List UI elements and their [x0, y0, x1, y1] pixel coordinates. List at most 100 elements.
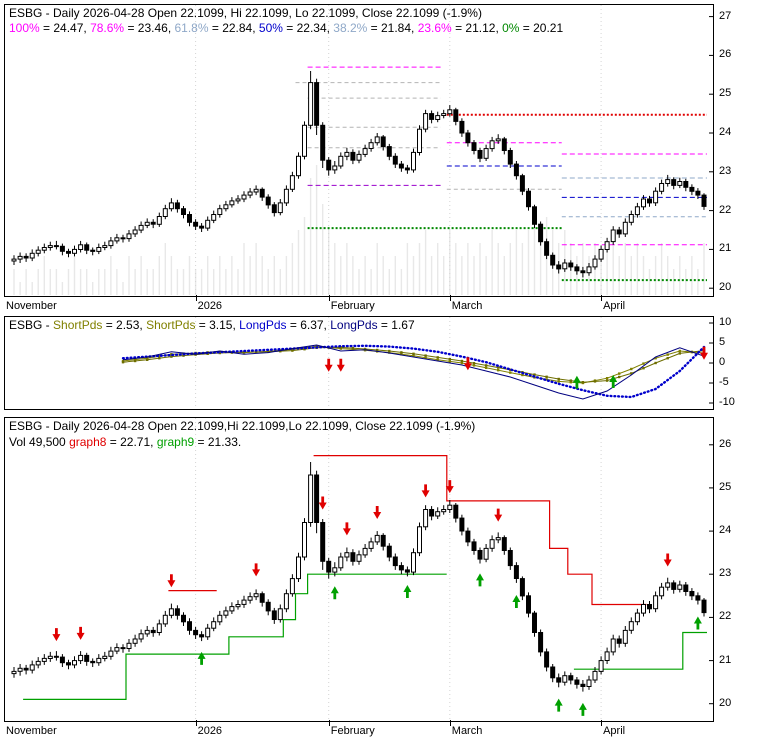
indicator-marker [593, 380, 597, 383]
candle-body [41, 247, 47, 251]
legend-text-run: 23.6% [417, 21, 452, 35]
indicator-marker [424, 356, 427, 359]
volume-bar [358, 269, 360, 295]
candle-body [453, 109, 459, 122]
candle-body [59, 245, 65, 252]
indicator-marker [158, 357, 161, 360]
y-axis-label: 20 [719, 281, 732, 294]
band-chart-canvas[interactable] [5, 418, 713, 721]
candle-body [689, 591, 695, 597]
legend-text-run: LongPds [330, 318, 378, 332]
candle-body [471, 541, 477, 552]
indicator-marker [678, 349, 681, 353]
candle-body [671, 179, 677, 186]
candle-body [241, 194, 247, 200]
candle-body [538, 632, 544, 653]
volume-bar [322, 204, 324, 295]
indicator-marker [472, 362, 476, 365]
candle-body [211, 214, 217, 221]
candle-body [411, 151, 416, 171]
candle-body [17, 667, 23, 672]
indicator-marker [521, 373, 524, 377]
volume-bar [49, 269, 51, 295]
oscillator-chart-canvas[interactable] [5, 317, 713, 409]
volume-bar [533, 217, 536, 295]
y-axis-label: 0 [719, 356, 726, 368]
candle-body [519, 175, 525, 192]
candle-body [332, 567, 338, 573]
indicator-marker [484, 364, 488, 367]
candle-body [181, 614, 186, 623]
volume-bar [527, 230, 530, 295]
candle-body [538, 223, 544, 243]
volume-bar [200, 269, 203, 295]
upper-band-line [168, 455, 647, 606]
volume-bar [673, 269, 675, 295]
indicator-marker [376, 348, 379, 352]
indicator-marker [339, 346, 342, 349]
sell-signal-arrow [463, 357, 472, 371]
candle-body [308, 474, 314, 523]
candle-body [429, 113, 435, 120]
volume-bar [449, 230, 451, 295]
candle-body [544, 651, 550, 668]
candle-body [368, 541, 374, 549]
indicator-marker [484, 366, 488, 369]
candle-body [247, 191, 253, 196]
x-axis-tick [601, 720, 602, 726]
y-axis-label: 26 [719, 48, 732, 61]
candle-body [350, 552, 356, 562]
sell-signal-arrow [318, 496, 327, 510]
candle-body [592, 670, 598, 681]
candle-body [78, 654, 84, 662]
volume-bar [515, 230, 518, 295]
buy-signal-arrow [476, 573, 484, 587]
x-axis-tick [329, 295, 330, 301]
indicator-marker [170, 355, 173, 358]
volume-bar [152, 269, 154, 295]
indicator-marker [351, 347, 355, 350]
volume-bar [255, 243, 257, 295]
legend-text-run: = 22.34, [282, 21, 334, 35]
candle-body [193, 629, 199, 636]
candle-body [586, 266, 592, 274]
sell-signal-arrow [324, 358, 333, 372]
candle-body [356, 153, 362, 161]
candle-body [235, 604, 241, 608]
volume-bar [521, 243, 524, 295]
candle-body [84, 244, 90, 251]
candle-body [265, 601, 271, 612]
candle-body [622, 221, 628, 235]
indicator-marker [666, 353, 669, 356]
volume-bar [685, 269, 687, 295]
volume-bar [297, 230, 300, 295]
candle-body [314, 474, 320, 523]
buy-signal-arrow [330, 586, 339, 600]
candle-body [253, 593, 259, 598]
candle-body [356, 554, 362, 562]
legend-text-run: = 22.84, [208, 21, 259, 35]
candle-body [90, 249, 96, 252]
volume-bar [110, 256, 112, 295]
candle-body [368, 142, 374, 149]
indicator-marker [448, 360, 451, 363]
candle-body [471, 142, 477, 151]
candle-body [41, 657, 47, 662]
candle-body [271, 204, 277, 214]
indicator-marker [557, 377, 560, 381]
candle-body [29, 252, 35, 259]
band-panel-title: ESBG - Daily 2026-04-28 Open 22.1099,Hi … [9, 419, 475, 433]
volume-bar [467, 243, 469, 295]
candle-body [513, 565, 519, 580]
candle-body [66, 662, 71, 666]
candle-body [634, 206, 640, 216]
price-chart-canvas[interactable] [5, 5, 713, 296]
volume-bar [334, 243, 336, 295]
candle-body [689, 186, 695, 192]
candle-body [253, 188, 259, 193]
candle-body [362, 148, 368, 155]
y-axis-label: 20 [719, 696, 732, 709]
oscillator-panel-title: ESBG - ShortPds = 2.53, ShortPds = 3.15,… [9, 318, 415, 332]
candle-body [302, 124, 307, 157]
